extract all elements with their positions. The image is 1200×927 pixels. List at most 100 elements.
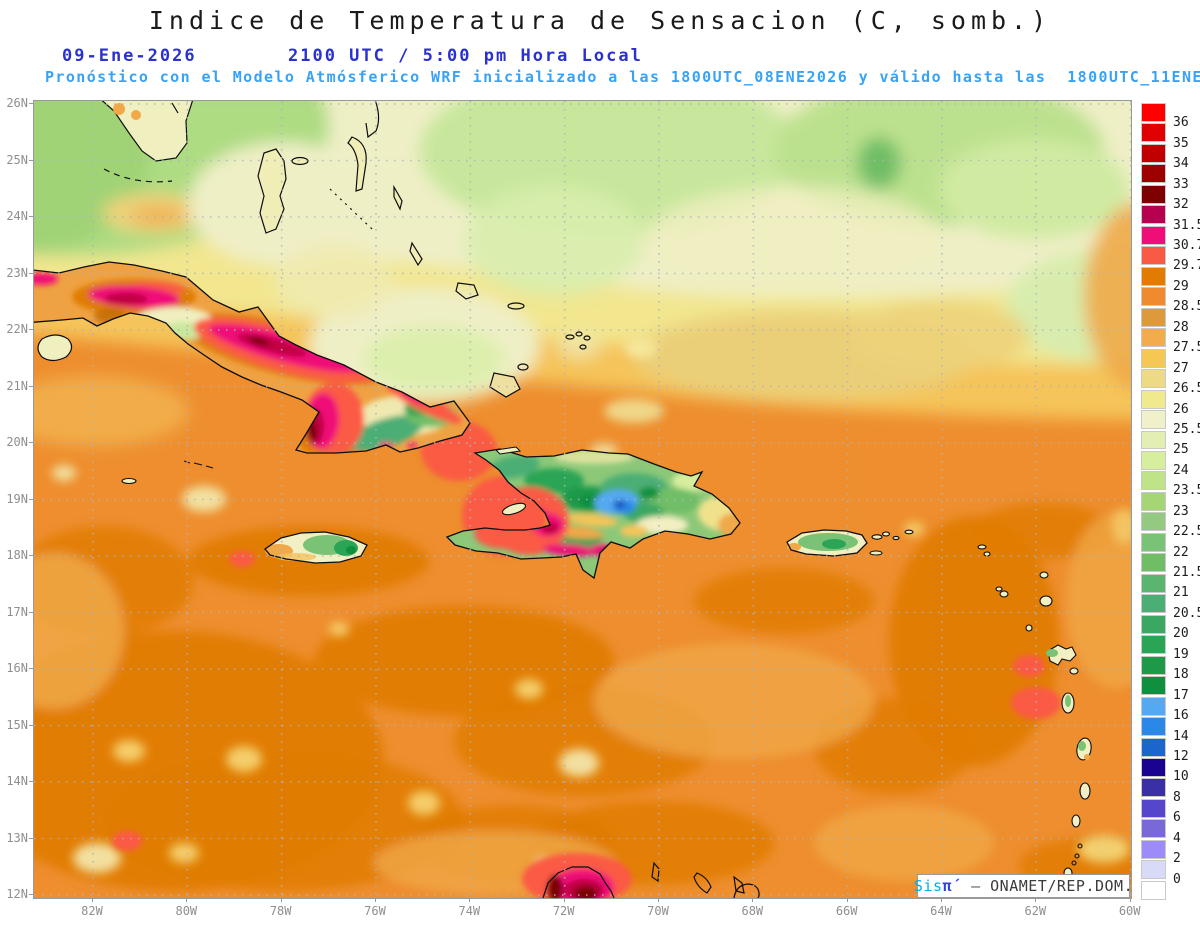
attribution-system-accent: ´ <box>952 877 962 895</box>
colorbar-tick-label: 35 <box>1173 135 1189 151</box>
x-axis-tick-label: 78W <box>269 904 292 918</box>
colorbar-tick-label: 18 <box>1173 667 1189 683</box>
valid-time: 2100 UTC / 5:00 pm Hora Local <box>288 46 643 66</box>
colorbar-tick-label: 32 <box>1173 197 1189 213</box>
hispaniola <box>445 446 741 580</box>
colorbar-tick-label: 19 <box>1173 646 1189 662</box>
attribution-system-prefix: Sis <box>913 877 943 895</box>
colorbar-cell <box>1141 553 1166 573</box>
aruba <box>651 861 660 883</box>
colorbar-cell <box>1141 594 1166 614</box>
x-axis-tick-label: 62W <box>1024 904 1047 918</box>
x-axis-tick-label: 72W <box>552 904 575 918</box>
colorbar-cell <box>1141 798 1166 818</box>
vieques-island <box>869 550 883 556</box>
y-axis-tick <box>29 103 33 104</box>
x-axis-tick-label: 64W <box>930 904 952 918</box>
y-axis-tick <box>29 837 33 839</box>
colorbar-cell <box>1141 328 1166 348</box>
page-title: Indice de Temperatura de Sensacion (C, s… <box>148 6 1052 35</box>
colorbar-cell <box>1141 205 1166 225</box>
map-canvas <box>34 101 1131 898</box>
attribution-separator: — <box>961 877 991 895</box>
gonave-island <box>501 502 527 516</box>
y-axis-tick-label: 19N <box>6 491 28 506</box>
y-axis-tick-label: 16N <box>6 661 28 675</box>
warm-pale-spots <box>52 338 1131 873</box>
y-axis-tick-label: 24N <box>6 209 28 223</box>
jamaica-coastline <box>264 531 368 564</box>
y-axis-tick-label: 12N <box>6 887 28 901</box>
x-axis-tick-label: 74W <box>458 904 481 918</box>
y-axis-tick-label: 21N <box>6 378 28 393</box>
y-axis-tick-label: 23N <box>6 265 28 280</box>
st-lucia <box>1079 782 1091 800</box>
bimini-island <box>171 102 179 114</box>
andros-island <box>257 148 287 234</box>
colorbar-tick-label: 4 <box>1173 830 1181 846</box>
x-axis-tick <box>92 898 93 902</box>
guajira-coastline <box>542 866 615 898</box>
bonaire <box>733 875 745 894</box>
long-island <box>409 241 423 267</box>
jamaica <box>264 531 368 564</box>
colorbar-tick-label: 25 <box>1173 442 1189 458</box>
colorbar-tick-label: 28.5 <box>1173 299 1200 315</box>
cat-island <box>393 184 403 211</box>
colorbar-cell <box>1141 266 1166 286</box>
colorbar-tick-label: 26 <box>1173 401 1189 417</box>
x-axis-tick-label: 76W <box>364 904 386 918</box>
x-axis-tick <box>657 898 659 902</box>
colorbar-cell <box>1141 307 1166 327</box>
colorbar-tick-label: 23 <box>1173 503 1189 519</box>
barbuda <box>1039 571 1049 579</box>
colorbar-tick-label: 29.7 <box>1173 258 1200 274</box>
colorbar-cell <box>1141 635 1166 655</box>
colorbar-cell <box>1141 614 1166 634</box>
x-axis-tick <box>469 898 471 902</box>
x-axis-tick-label: 60W <box>1118 904 1141 918</box>
colorbar-cell <box>1141 450 1166 470</box>
y-axis-tick <box>29 611 33 613</box>
colorbar-tick-label: 8 <box>1173 789 1181 805</box>
y-axis-tick <box>29 555 33 556</box>
colorbar-cell <box>1141 778 1166 798</box>
lesser-antilles <box>871 529 1092 879</box>
new-providence-island <box>291 156 309 166</box>
isla-juventud-coastline <box>37 334 73 362</box>
attribution-system-pi: π <box>942 877 953 895</box>
colorbar-cell <box>1141 164 1166 184</box>
graticule <box>34 101 1131 898</box>
colorbar-cell <box>1141 860 1166 880</box>
crooked-acklins <box>455 282 479 300</box>
colorbar-cell <box>1141 491 1166 511</box>
curacao <box>693 872 712 894</box>
colorbar-cell <box>1141 696 1166 716</box>
grand-cayman <box>121 477 137 485</box>
y-axis-tick-label: 22N <box>6 322 28 336</box>
montserrat <box>1025 624 1033 632</box>
x-axis-tick-label: 82W <box>81 904 103 918</box>
exuma-cays <box>329 188 373 230</box>
paraguana <box>733 883 760 898</box>
y-axis-tick-label: 25N <box>6 152 28 167</box>
colorbar-cell <box>1141 430 1166 450</box>
st-kitts <box>995 586 1003 592</box>
y-axis-tick <box>29 385 33 387</box>
y-axis-tick <box>29 668 33 669</box>
colorbar-cell <box>1141 246 1166 266</box>
y-axis-tick <box>29 329 33 330</box>
colorbar-cell <box>1141 225 1166 245</box>
st-vincent <box>1071 814 1081 828</box>
grenadines <box>1077 843 1083 849</box>
marie-galante <box>1069 667 1079 675</box>
colorbar-cell <box>1141 839 1166 859</box>
colorbar-tick-label: 2 <box>1173 851 1181 867</box>
great-inagua <box>489 372 521 398</box>
colorbar-tick-label: 20.5 <box>1173 605 1200 621</box>
colorbar-tick-label: 27 <box>1173 360 1189 376</box>
colorbar-tick-label: 16 <box>1173 708 1189 724</box>
colorbar-cell <box>1141 348 1166 368</box>
y-axis-tick <box>29 159 33 161</box>
